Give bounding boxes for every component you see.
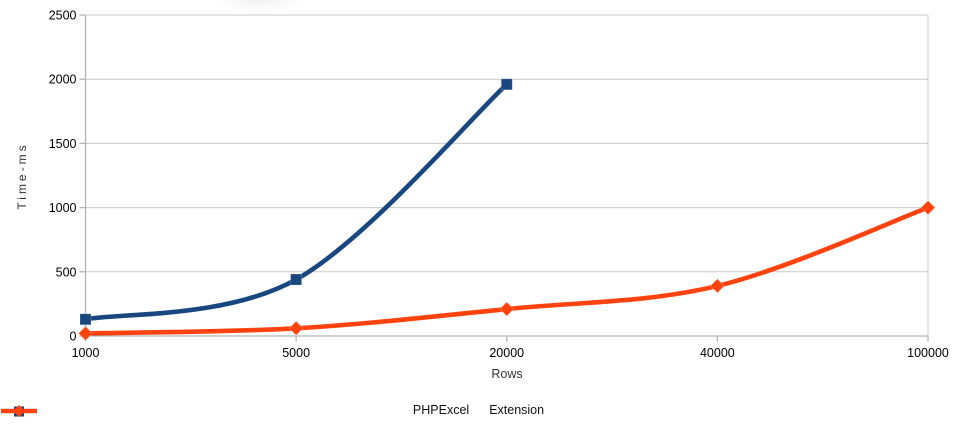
y-tick-label: 1000 xyxy=(49,201,77,215)
y-tick-label: 0 xyxy=(70,330,77,344)
data-point-marker-phpexcel xyxy=(500,78,513,91)
x-axis-title: Rows xyxy=(491,367,523,381)
legend-label: Extension xyxy=(489,403,545,417)
data-point-marker-extension xyxy=(709,278,725,294)
series-line-phpexcel xyxy=(83,82,510,322)
x-tick-label: 5000 xyxy=(282,346,310,360)
data-point-marker-extension xyxy=(499,301,515,317)
legend-label: PHPExcel xyxy=(412,403,470,417)
x-tick-label: 100000 xyxy=(907,346,949,360)
y-tick-label: 2500 xyxy=(49,9,77,23)
data-point-marker-phpexcel xyxy=(290,273,303,286)
legend-item-extension: Extension xyxy=(1,403,545,417)
legend-item-phpexcel: PHPExcel xyxy=(1,403,470,417)
y-tick-label: 500 xyxy=(56,265,77,279)
y-axis-title: Time-ms xyxy=(15,142,29,210)
data-point-marker-extension xyxy=(920,200,936,216)
x-tick-label: 20000 xyxy=(489,346,524,360)
data-point-marker-extension xyxy=(288,320,304,336)
data-point-marker-extension xyxy=(77,325,94,341)
chart-legend: PHPExcel Extension xyxy=(0,403,957,417)
legend-diamond-swatch xyxy=(1,405,37,417)
y-tick-label: 2000 xyxy=(49,73,77,87)
x-tick-label: 1000 xyxy=(72,346,100,360)
y-tick-label: 1500 xyxy=(49,137,77,151)
x-tick-label: 40000 xyxy=(700,346,735,360)
data-point-marker-phpexcel xyxy=(79,313,92,326)
